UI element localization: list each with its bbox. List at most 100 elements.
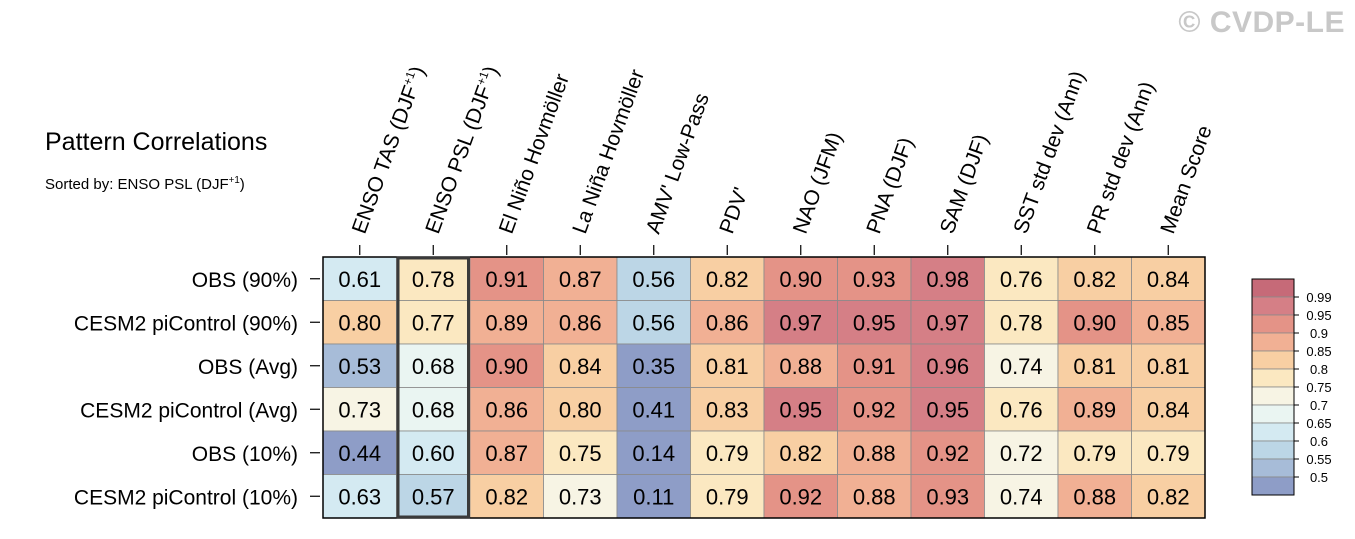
- heatmap-cell: [910, 343, 985, 388]
- heatmap-cell: [543, 343, 618, 388]
- colorbar-box: [1251, 404, 1295, 424]
- cell-value: 0.84: [1147, 267, 1190, 292]
- cell-value: 0.74: [1000, 354, 1043, 379]
- column-label: Mean Score: [1156, 122, 1216, 236]
- heatmap-cell: [910, 300, 985, 345]
- row-label: CESM2 piControl (Avg): [80, 399, 298, 422]
- colorbar-box: [1251, 296, 1295, 316]
- cell-value: 0.85: [1147, 310, 1190, 335]
- colorbar-box: [1251, 314, 1295, 334]
- subtitle-suffix: ): [239, 176, 245, 193]
- heatmap-cell: [837, 256, 912, 301]
- cell-value: 0.89: [1073, 397, 1116, 422]
- column-label-text: SAM (DJF): [936, 131, 993, 236]
- heatmap-cell: [1131, 474, 1206, 519]
- heatmap-cell: [469, 387, 544, 432]
- cell-value: 0.35: [632, 354, 675, 379]
- cell-value: 0.11: [633, 484, 674, 509]
- cell-value: 0.60: [412, 441, 455, 466]
- column-label-text: NAO (JFM): [789, 129, 847, 237]
- heatmap-cell: [763, 300, 838, 345]
- cell-value: 0.82: [1147, 484, 1190, 509]
- cell-value: 0.74: [1000, 484, 1043, 509]
- subtitle-prefix: Sorted by: ENSO PSL (DJF: [45, 176, 229, 193]
- cell-value: 0.53: [338, 354, 381, 379]
- colorbar-box: [1251, 422, 1295, 442]
- cell-value: 0.78: [1000, 310, 1043, 335]
- heatmap-cell: [763, 387, 838, 432]
- heatmap-cell: [1131, 343, 1206, 388]
- colorbar-label: 0.5: [1310, 470, 1328, 485]
- column-label-text: El Niño Hovmöller: [495, 71, 574, 237]
- column-label: PR std dev (Ann): [1083, 79, 1159, 237]
- cell-value: 0.83: [706, 397, 749, 422]
- cell-value: 0.95: [853, 310, 896, 335]
- heatmap-cell: [616, 256, 691, 301]
- heatmap-cell: [763, 343, 838, 388]
- heatmap-cell: [984, 430, 1059, 475]
- column-label: PDV': [715, 184, 753, 236]
- colorbar-label: 0.99: [1306, 290, 1331, 305]
- heatmap-cell: [837, 474, 912, 519]
- heatmap-cell: [1057, 474, 1132, 519]
- cell-value: 0.82: [485, 484, 528, 509]
- heatmap-cell: [910, 430, 985, 475]
- heatmap-cell: [1057, 256, 1132, 301]
- cell-value: 0.84: [559, 354, 602, 379]
- heatmap-cell: [910, 474, 985, 519]
- heatmap-cell: [322, 474, 397, 519]
- row-label: CESM2 piControl (90%): [74, 312, 298, 335]
- highlight-column-box: [396, 256, 470, 519]
- cell-value: 0.77: [412, 310, 455, 335]
- column-label: AMV' Low-Pass: [642, 90, 714, 237]
- column-label-text: ENSO PSL (DJF: [421, 83, 496, 237]
- cell-value: 0.57: [412, 484, 455, 509]
- cell-value: 0.87: [559, 267, 602, 292]
- column-label: La Niña Hovmöller: [568, 67, 649, 237]
- heatmap-cell: [1057, 343, 1132, 388]
- column-label-text: PDV': [715, 184, 753, 236]
- column-label: ENSO PSL (DJF+1): [420, 63, 503, 237]
- cell-value: 0.79: [1147, 441, 1190, 466]
- colorbar-box: [1251, 458, 1295, 478]
- cell-value: 0.91: [853, 354, 896, 379]
- figure-subtitle: Sorted by: ENSO PSL (DJF+1): [45, 175, 245, 193]
- colorbar-box: [1251, 368, 1295, 388]
- cell-value: 0.91: [485, 267, 528, 292]
- heatmap-cells: [322, 256, 1206, 519]
- cell-value: 0.89: [485, 310, 528, 335]
- column-label-text: PR std dev (Ann): [1083, 79, 1159, 237]
- column-label-superscript: +1: [400, 69, 418, 87]
- cell-value: 0.75: [559, 441, 602, 466]
- column-label: SST std dev (Ann): [1009, 68, 1089, 237]
- cell-value: 0.93: [853, 267, 896, 292]
- cell-value: 0.68: [412, 397, 455, 422]
- cell-value: 0.90: [485, 354, 528, 379]
- heatmap-cell: [1131, 430, 1206, 475]
- cell-value: 0.84: [1147, 397, 1190, 422]
- cell-value: 0.73: [559, 484, 602, 509]
- heatmap-cell: [396, 343, 471, 388]
- cell-value: 0.92: [853, 397, 896, 422]
- heatmap-cell: [322, 343, 397, 388]
- column-label: ENSO TAS (DJF+1): [347, 63, 430, 237]
- heatmap-cell: [469, 343, 544, 388]
- cell-value: 0.95: [779, 397, 822, 422]
- column-label: NAO (JFM): [789, 129, 847, 237]
- heatmap-cell: [837, 387, 912, 432]
- heatmap-cell: [543, 430, 618, 475]
- cell-value: 0.56: [632, 267, 675, 292]
- column-labels: ENSO TAS (DJF+1)ENSO PSL (DJF+1)El Niño …: [347, 63, 1217, 255]
- colorbar-box: [1251, 278, 1295, 298]
- cell-value: 0.90: [1073, 310, 1116, 335]
- row-label: OBS (90%): [192, 269, 298, 292]
- cell-value: 0.79: [706, 441, 749, 466]
- cell-value: 0.79: [706, 484, 749, 509]
- heatmap-cell: [984, 343, 1059, 388]
- cell-value: 0.76: [1000, 267, 1043, 292]
- heatmap-cell: [984, 387, 1059, 432]
- cell-value: 0.61: [338, 267, 381, 292]
- cell-value: 0.97: [779, 310, 822, 335]
- column-label-text: ENSO TAS (DJF: [348, 83, 423, 237]
